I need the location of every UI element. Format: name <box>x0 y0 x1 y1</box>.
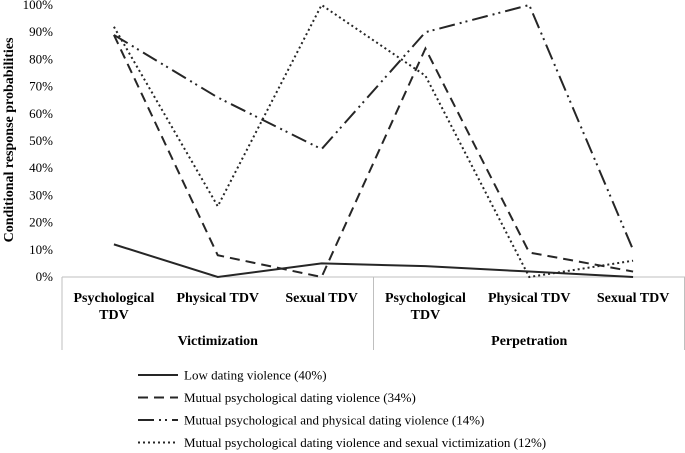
legend-label: Mutual psychological dating violence and… <box>184 435 546 450</box>
y-tick-label: 100% <box>23 0 54 12</box>
group-label: Victimization <box>178 334 259 349</box>
x-tick-label: Psychological TDV <box>73 291 154 323</box>
x-tick-label: Physical TDV <box>488 291 571 306</box>
y-tick-label: 80% <box>29 51 53 66</box>
y-tick-label: 30% <box>29 187 53 202</box>
group-labels: Victimization Perpetration <box>178 334 568 349</box>
series-line-1 <box>113 243 634 279</box>
legend: Low dating violence (40%) Mutual psycholo… <box>138 368 546 450</box>
y-tick-label: 60% <box>29 106 53 121</box>
y-tick-label: 20% <box>29 215 53 230</box>
legend-label: Mutual psychological and physical dating… <box>184 413 484 428</box>
legend-label: Mutual psychological dating violence (34… <box>184 390 416 405</box>
y-tick-label: 0% <box>36 269 54 284</box>
y-tick-label: 10% <box>29 242 53 257</box>
series-line-4 <box>113 3 634 279</box>
series-lines <box>113 3 635 279</box>
y-tick-label: 40% <box>29 160 53 175</box>
x-tick-label: Psychological TDV <box>385 291 466 323</box>
axes <box>61 276 685 350</box>
series-line-2 <box>113 34 634 279</box>
y-tick-label: 50% <box>29 133 53 148</box>
y-tick-label: 70% <box>29 79 53 94</box>
x-tick-label: Sexual TDV <box>597 291 669 306</box>
category-labels: Psychological TDV Physical TDV Sexual TDV Ps… <box>73 291 669 323</box>
group-label: Perpetration <box>491 334 567 349</box>
y-axis-label: Conditional response probabilities <box>2 37 17 242</box>
x-tick-label: Sexual TDV <box>285 291 357 306</box>
legend-label: Low dating violence (40%) <box>184 368 327 383</box>
x-tick-label: Physical TDV <box>176 291 259 306</box>
y-tick-label: 90% <box>29 24 53 39</box>
y-axis-ticks: 0% 10% 20% 30% 40% 50% 60% 70% 80% 90% 100% <box>23 0 54 284</box>
series-line-3 <box>113 3 635 251</box>
